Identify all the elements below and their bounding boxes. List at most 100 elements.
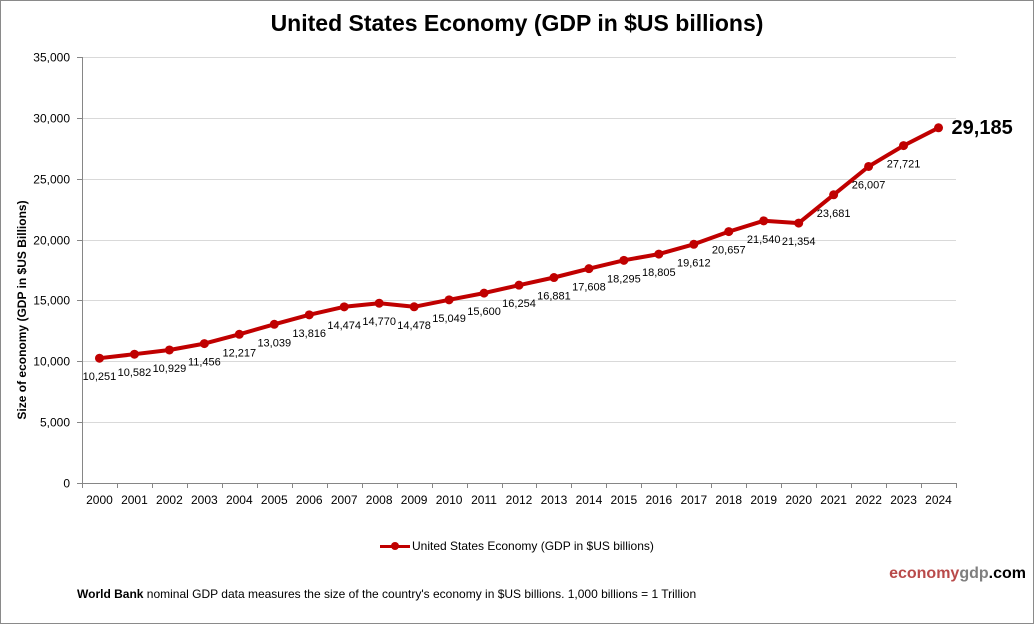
x-tick-label: 2018 [715,493,742,507]
data-points [94,123,944,363]
data-point [444,295,454,305]
x-tick-label: 2012 [506,493,533,507]
data-label: 13,039 [257,337,291,349]
legend: United States Economy (GDP in $US billio… [380,539,654,553]
data-point [654,249,664,259]
x-tick-label: 2006 [296,493,323,507]
data-label: 21,354 [782,236,816,248]
legend-label: United States Economy (GDP in $US billio… [412,539,654,553]
x-tick-label: 2024 [925,493,952,507]
x-tick-label: 2001 [121,493,148,507]
data-label-latest: 29,185 [952,117,1013,139]
x-tick-label: 2014 [576,493,603,507]
data-point [304,310,314,320]
data-label: 21,540 [747,234,781,246]
data-label: 27,721 [887,159,921,171]
x-tick-label: 2016 [645,493,672,507]
data-label: 10,582 [118,367,152,379]
data-label: 19,612 [677,257,711,269]
x-tick-label: 2004 [226,493,253,507]
data-point [409,302,419,312]
data-point [584,264,594,274]
data-point [619,255,629,265]
data-label: 12,217 [222,347,256,359]
data-point [724,227,734,237]
data-point [199,339,209,349]
x-tick-label: 2017 [680,493,707,507]
x-tick-label: 2011 [471,493,497,507]
data-label: 14,474 [327,320,361,332]
y-tick-label: 20,000 [33,234,70,248]
legend-line-marker-icon [380,540,410,552]
data-label: 17,608 [572,282,606,294]
x-tick-label: 2013 [541,493,568,507]
data-point [759,216,769,226]
data-point [234,329,244,339]
x-tick-label: 2020 [785,493,812,507]
brand-logo: economygdp.com [889,565,1026,583]
brand-part-economy: economy [889,565,960,582]
x-tick-label: 2015 [611,493,638,507]
data-point [864,161,874,171]
data-label: 26,007 [852,179,886,191]
data-point [269,319,279,329]
data-point [129,349,139,359]
data-point [514,280,524,290]
x-tick-label: 2007 [331,493,358,507]
data-label: 15,600 [467,306,501,318]
data-label: 15,049 [432,313,466,325]
y-tick-label: 5,000 [40,416,70,430]
y-tick-label: 10,000 [33,355,70,369]
x-tick-label: 2000 [86,493,113,507]
data-label: 10,251 [83,371,117,383]
data-label: 16,881 [537,291,571,303]
y-tick-label: 30,000 [33,112,70,126]
data-point [549,273,559,283]
brand-part-com: .com [988,565,1026,582]
y-tick-labels: 0 5,000 10,000 15,000 20,000 25,000 30,000 35,0… [33,51,70,491]
x-tick-label: 2022 [855,493,882,507]
data-label: 10,929 [153,363,187,375]
y-tick-label: 0 [63,477,70,491]
data-label: 14,478 [397,320,431,332]
data-label: 16,254 [502,298,536,310]
data-labels: 10,251 10,582 10,92911,45612,21713,03913,8… [83,117,1013,383]
data-label: 13,816 [292,328,326,340]
data-label: 18,295 [607,273,641,285]
axes [77,57,957,488]
data-point [164,345,174,355]
x-tick-labels: 2000 2001 2002 2003 2004 2005 2006 2007 2008 2009… [86,493,952,507]
chart-title: United States Economy (GDP in $US billio… [270,10,764,36]
data-point [689,239,699,249]
x-tick-label: 2009 [401,493,428,507]
data-label: 14,770 [362,316,396,328]
x-tick-label: 2002 [156,493,183,507]
data-label: 18,805 [642,267,676,279]
x-tick-label: 2010 [436,493,463,507]
x-tick-label: 2003 [191,493,218,507]
data-label: 23,681 [817,208,851,220]
footnote-source: World Bank [77,587,144,601]
data-point [374,298,384,308]
x-tick-label: 2019 [750,493,777,507]
y-tick-label: 25,000 [33,173,70,187]
gridlines [82,57,956,423]
x-tick-label: 2023 [890,493,917,507]
data-point [479,288,489,298]
data-point [934,123,944,133]
x-tick-label: 2005 [261,493,288,507]
data-point [899,141,909,151]
data-point [339,302,349,312]
footnote: World Bank nominal GDP data measures the… [77,587,696,601]
x-tick-label: 2008 [366,493,393,507]
data-label: 20,657 [712,245,746,257]
data-label: 11,456 [188,357,221,369]
y-tick-label: 15,000 [33,294,70,308]
y-tick-label: 35,000 [33,51,70,65]
data-point [94,353,104,363]
brand-part-gdp: gdp [959,565,989,582]
data-point [794,218,804,228]
data-point [829,190,839,200]
